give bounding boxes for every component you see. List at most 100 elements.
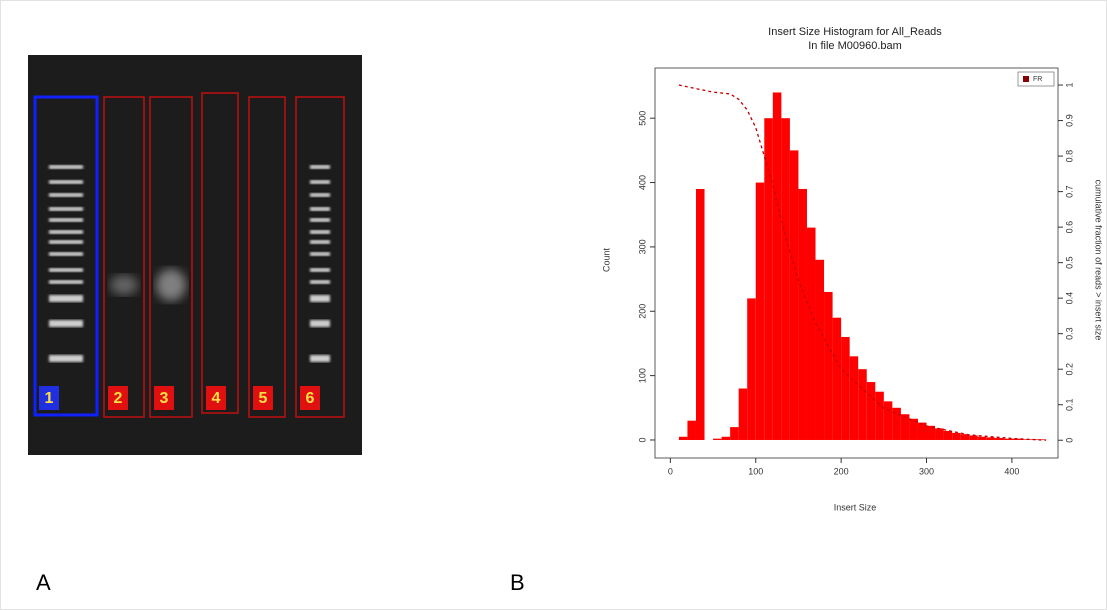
- histogram-bar: [1003, 438, 1012, 440]
- histogram-bar: [866, 382, 876, 440]
- y2-axis-label: cumulative fraction of reads > insert si…: [1094, 180, 1104, 341]
- lane-label: 1: [45, 390, 54, 407]
- histogram-bar: [926, 425, 936, 440]
- histogram-bar: [730, 427, 739, 440]
- panel-label: A: [36, 570, 51, 595]
- y2-tick-label: 0.3: [1064, 327, 1074, 340]
- histogram-bar: [841, 337, 850, 440]
- sample-smear: [110, 275, 138, 295]
- lane-box: [295, 96, 345, 418]
- histogram-bar: [772, 92, 782, 440]
- x-tick-label: 100: [748, 466, 763, 476]
- lane-label-bg: [154, 386, 174, 410]
- histogram-bar: [806, 227, 816, 440]
- legend-box: [1017, 71, 1055, 87]
- histogram-bar: [824, 291, 833, 440]
- ladder-band: [310, 230, 330, 234]
- lane-label: 4: [212, 390, 221, 407]
- histogram-bar: [1020, 439, 1029, 440]
- lane-label-bg: [39, 386, 59, 410]
- histogram-bar: [952, 432, 961, 440]
- histogram-bar: [764, 118, 773, 440]
- lane-box: [149, 96, 193, 418]
- ladder-band: [310, 252, 330, 256]
- histogram-bar: [798, 188, 807, 440]
- x-tick-label: 200: [834, 466, 849, 476]
- y2-tick-label: 0.5: [1064, 256, 1074, 269]
- y-tick-label: 300: [637, 239, 647, 254]
- ladder-band: [310, 218, 330, 222]
- y2-tick-label: 1: [1064, 83, 1074, 88]
- histogram-bar: [832, 317, 842, 440]
- chart-subtitle: In file M00960.bam: [808, 40, 902, 52]
- y-axis-label: Count: [601, 248, 611, 273]
- ladder-band: [310, 240, 330, 244]
- y-tick-label: 400: [637, 175, 647, 190]
- y2-tick-label: 0: [1064, 438, 1074, 443]
- ladder-band: [310, 207, 330, 211]
- histogram-bar: [781, 118, 790, 440]
- ladder-band: [49, 180, 83, 184]
- ladder-band: [49, 165, 83, 169]
- y2-tick-label: 0.4: [1064, 292, 1074, 305]
- histogram-bar: [755, 182, 765, 440]
- ladder-band: [49, 207, 83, 211]
- histogram-bar: [687, 420, 696, 440]
- histogram-bar: [883, 401, 893, 440]
- x-tick-label: 400: [1004, 466, 1019, 476]
- lane-box: [201, 92, 239, 414]
- ladder-band: [49, 295, 83, 302]
- histogram-bar: [789, 150, 799, 440]
- histogram-bar: [986, 437, 995, 440]
- histogram-bar: [1037, 439, 1047, 440]
- lane-label-bg: [253, 386, 273, 410]
- ladder-band: [310, 280, 330, 284]
- histogram-bar: [678, 436, 688, 440]
- x-tick-label: 300: [919, 466, 934, 476]
- histogram-bar: [738, 388, 748, 440]
- histogram-bar: [695, 188, 705, 440]
- histogram-bar: [943, 430, 953, 440]
- histogram-bar: [935, 428, 944, 440]
- sample-smear: [156, 269, 186, 301]
- histogram-bar: [960, 434, 970, 440]
- lane-label: 3: [160, 390, 169, 407]
- ladder-band: [49, 193, 83, 197]
- ladder-band: [310, 193, 330, 197]
- histogram-bar: [815, 259, 825, 440]
- plot: 0 100 200 300 400 0 100 200 300 400 500 0 0.1 0.2 0.3 0…: [637, 67, 1074, 476]
- y2-tick-label: 0.1: [1064, 398, 1074, 411]
- ladder-band: [49, 268, 83, 272]
- y2-tick-label: 0.7: [1064, 185, 1074, 198]
- lane-label: 5: [259, 390, 268, 407]
- lane-box: [248, 96, 286, 418]
- gel-image: 1 2 3 4 5 6: [28, 55, 362, 455]
- y-tick-label: 200: [637, 304, 647, 319]
- cumulative-line: [678, 84, 1047, 441]
- ladder-band: [310, 268, 330, 272]
- ladder-band: [310, 355, 330, 362]
- y-tick-label: 0: [637, 437, 647, 442]
- ladder-band: [49, 230, 83, 234]
- ladder-band: [310, 295, 330, 302]
- histogram-bar: [892, 407, 901, 440]
- lane-label-bg: [206, 386, 226, 410]
- ladder-band: [49, 218, 83, 222]
- ladder-band: [310, 180, 330, 184]
- histogram-bar: [858, 369, 867, 440]
- x-axis-label: Insert Size: [834, 502, 877, 512]
- lane-label-bg: [300, 386, 320, 410]
- y-tick-label: 500: [637, 111, 647, 126]
- histogram-bar: [977, 436, 987, 440]
- panel-label: B: [510, 570, 525, 595]
- x-tick-label: 0: [668, 466, 673, 476]
- lane-label: 6: [306, 390, 315, 407]
- ladder-band: [310, 165, 330, 169]
- ladder-band: [49, 355, 83, 362]
- ladder-band: [49, 240, 83, 244]
- histogram-bar: [713, 438, 722, 440]
- histogram-bar: [721, 436, 731, 440]
- ladder-band: [310, 320, 330, 327]
